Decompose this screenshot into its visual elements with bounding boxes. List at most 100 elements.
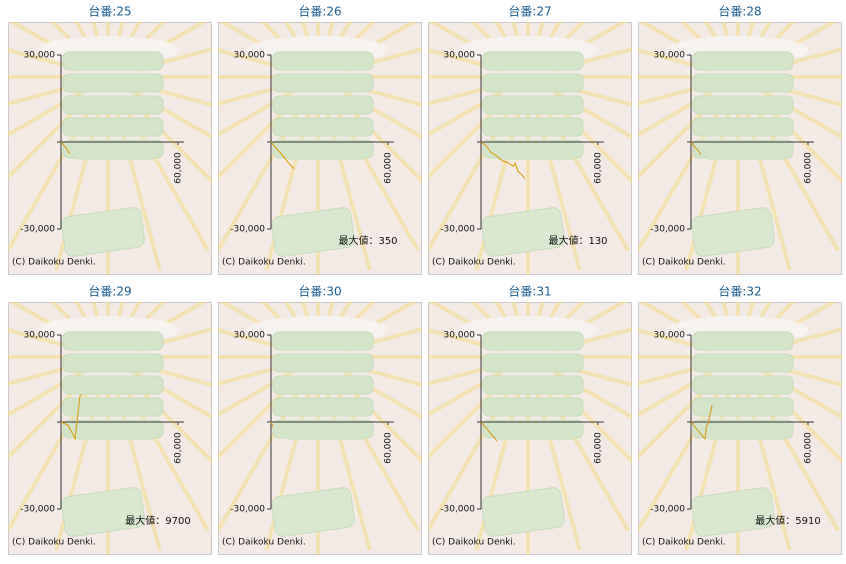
ray bbox=[428, 328, 500, 352]
ray bbox=[638, 82, 710, 106]
chart-title: 台番:28 bbox=[718, 4, 761, 19]
annotation: 最大値：350 bbox=[338, 234, 397, 247]
credit: (C) Daikoku Denki. bbox=[12, 538, 96, 548]
background-art bbox=[218, 22, 422, 275]
x-tick-label: 60,000 bbox=[174, 432, 184, 464]
data-line bbox=[60, 393, 83, 441]
chart-title: 台番:26 bbox=[298, 4, 341, 19]
ray bbox=[638, 48, 710, 72]
y-tick-label: 30,000 bbox=[24, 51, 56, 61]
tray bbox=[62, 397, 164, 417]
background-art bbox=[638, 22, 842, 275]
x-tick-label: 60,000 bbox=[384, 152, 394, 184]
ray bbox=[8, 328, 80, 352]
y-tick-label: -30,000 bbox=[440, 505, 475, 515]
chart-panel: 台番:29 30,000 -30,000 60,000 最大値：9700 (C) Daik… bbox=[8, 284, 212, 555]
dish bbox=[271, 207, 355, 257]
ray bbox=[218, 82, 290, 106]
ray bbox=[331, 22, 353, 53]
ray bbox=[751, 22, 773, 53]
y-tick-label: -30,000 bbox=[230, 505, 265, 515]
y-tick-label: -30,000 bbox=[650, 505, 685, 515]
y-tick-label: -30,000 bbox=[440, 225, 475, 235]
data-line bbox=[60, 141, 71, 155]
chart-panel: 台番:30 30,000 -30,000 60,000 (C) Daikoku Denk… bbox=[218, 284, 422, 555]
ray bbox=[218, 90, 294, 138]
chart-panel: 台番:25 30,000 -30,000 60,000 (C) Daikoku Denk… bbox=[8, 4, 212, 275]
tray-base bbox=[708, 422, 783, 440]
annotation: 最大値：130 bbox=[548, 234, 607, 247]
tray bbox=[272, 331, 374, 351]
chart-title: 台番:32 bbox=[718, 284, 761, 299]
ray bbox=[703, 302, 725, 333]
ray bbox=[541, 22, 563, 53]
credit: (C) Daikoku Denki. bbox=[222, 258, 306, 268]
ray bbox=[556, 362, 632, 387]
ray bbox=[680, 22, 719, 58]
ray bbox=[8, 90, 84, 138]
tray bbox=[482, 51, 584, 71]
dish bbox=[61, 207, 145, 257]
dish bbox=[481, 207, 565, 257]
ray bbox=[493, 302, 515, 333]
x-tick-label: 60,000 bbox=[804, 152, 814, 184]
dish bbox=[691, 207, 775, 257]
ray bbox=[73, 302, 95, 333]
y-tick-label: 30,000 bbox=[234, 331, 266, 341]
ray bbox=[751, 302, 773, 333]
background-art bbox=[428, 302, 632, 555]
y-tick-label: -30,000 bbox=[20, 225, 55, 235]
ray bbox=[127, 22, 166, 58]
ray bbox=[547, 302, 586, 338]
ray bbox=[428, 362, 500, 386]
chart-title: 台番:25 bbox=[88, 4, 131, 19]
ray bbox=[260, 22, 299, 58]
ray bbox=[121, 302, 143, 333]
ray bbox=[260, 302, 299, 338]
data-line bbox=[480, 421, 498, 442]
ray bbox=[136, 47, 212, 72]
tray bbox=[62, 73, 164, 93]
ray bbox=[757, 302, 796, 338]
chart-panel: 台番:26 30,000 -30,000 60,000 最大値：350 (C) Daiko… bbox=[218, 4, 422, 275]
data-line bbox=[270, 141, 295, 170]
tray bbox=[272, 117, 374, 137]
ray bbox=[346, 327, 422, 352]
dish bbox=[61, 487, 145, 537]
data-line bbox=[270, 421, 274, 428]
data-line bbox=[690, 405, 713, 441]
chart-panel: 台番:32 30,000 -30,000 60,000 最大値：5910 (C) Daik… bbox=[638, 284, 842, 555]
y-tick-label: 30,000 bbox=[654, 331, 686, 341]
ray bbox=[428, 370, 504, 418]
tray-base bbox=[288, 422, 363, 440]
chart-title: 台番:27 bbox=[508, 4, 551, 19]
credit: (C) Daikoku Denki. bbox=[432, 258, 516, 268]
chart-title: 台番:31 bbox=[508, 284, 551, 299]
background-art bbox=[218, 302, 422, 555]
ray bbox=[8, 48, 80, 72]
ray bbox=[337, 302, 376, 338]
tray bbox=[692, 331, 794, 351]
ray bbox=[541, 302, 563, 333]
x-tick-label: 60,000 bbox=[804, 432, 814, 464]
background-art bbox=[428, 22, 632, 275]
tray-base bbox=[498, 142, 573, 160]
tray-base bbox=[498, 422, 573, 440]
y-tick-label: -30,000 bbox=[230, 225, 265, 235]
data-line bbox=[690, 141, 702, 156]
dish bbox=[481, 487, 565, 537]
ray bbox=[50, 302, 89, 338]
ray bbox=[50, 22, 89, 58]
tray-base bbox=[78, 142, 153, 160]
ray bbox=[428, 90, 504, 138]
ray bbox=[703, 22, 725, 53]
ray bbox=[766, 82, 842, 107]
tray bbox=[482, 117, 584, 137]
ray bbox=[493, 22, 515, 53]
tray bbox=[692, 73, 794, 93]
tray-base bbox=[288, 142, 363, 160]
ray bbox=[638, 362, 710, 386]
chart-title: 台番:29 bbox=[88, 284, 131, 299]
ray bbox=[428, 82, 500, 106]
